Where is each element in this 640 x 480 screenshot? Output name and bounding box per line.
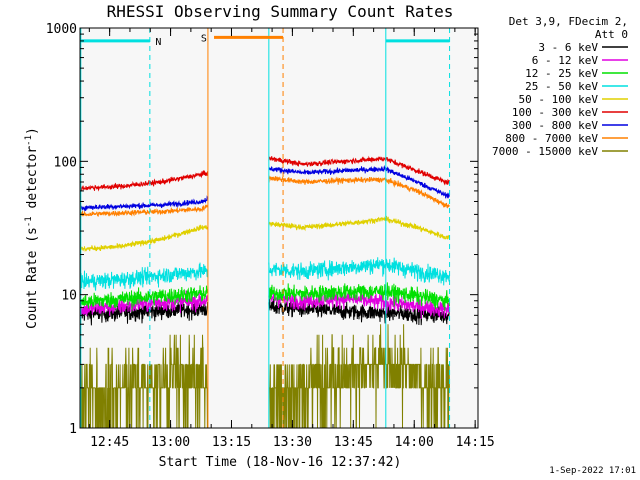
y-tick-label-1: 1 [69,422,77,437]
plot-frame [79,27,479,429]
series-9-segment-1 [79,334,209,429]
x-tick-label-2: 13:00 [151,435,190,450]
series-5 [79,215,450,253]
legend-label-1: 3 - 6 keV [538,41,598,54]
legend-label-2: 6 - 12 keV [532,54,599,67]
x-tick-label-5: 13:45 [334,435,373,450]
legend-label-7: 300 - 800 keV [512,119,598,132]
series-6-segment-2 [268,155,450,186]
series-5-segment-2 [268,215,450,240]
series-6 [79,155,450,192]
y-tick-label-2: 10 [61,289,77,304]
series-8-segment-2 [268,174,450,209]
legend-label-4: 25 - 50 keV [525,80,598,93]
night-label: N [155,37,161,48]
x-tick-label-1: 12:45 [90,435,129,450]
series-6-segment-1 [79,170,209,192]
series-8-segment-1 [79,204,209,217]
y-label-sup2: -1 [24,135,34,146]
y-label-sup1: -1 [24,216,34,227]
y-axis-label: Count Rate (s-1 detector-1) [24,127,40,329]
legend-label-6: 100 - 300 keV [512,106,598,119]
legend-label-5: 50 - 100 keV [519,93,599,106]
x-tick-label-7: 14:15 [456,435,495,450]
legend-header-line1: Det 3,9, FDecim 2, [509,15,628,28]
series-9-segment-2 [268,324,450,429]
y-axis: 1 10 100 1000 [46,22,478,437]
footer-date: 1-Sep-2022 17:01 [549,466,636,476]
x-tick-label-6: 14:00 [395,435,434,450]
series-7-segment-2 [268,164,450,199]
y-label-end: ) [25,127,40,135]
x-axis-label: Start Time (18-Nov-16 12:37:42) [159,455,402,470]
series-3-segment-2 [268,282,450,311]
series-7 [79,164,450,212]
series-7-segment-1 [79,195,209,212]
y-label-main: Count Rate (s [25,227,40,329]
y-tick-label-4: 1000 [46,22,77,37]
x-tick-label-3: 13:15 [212,435,251,450]
x-tick-label-4: 13:30 [273,435,312,450]
series-8 [79,174,450,217]
legend-label-9: 7000 - 15000 keV [492,145,598,158]
series-3-segment-1 [79,285,209,310]
chart-title: RHESSI Observing Summary Count Rates [107,2,454,21]
series-layer [79,155,450,429]
series-5-segment-1 [79,224,209,253]
legend-header-line2: Att 0 [595,28,628,41]
legend-label-3: 12 - 25 keV [525,67,598,80]
x-axis: 12:45 13:00 13:15 13:30 13:45 14:00 14:15 [88,28,495,450]
series-9 [79,324,450,429]
series-3 [79,282,450,311]
series-4-segment-2 [268,257,450,286]
series-4 [79,257,450,292]
y-label-mid: detector [25,146,40,217]
y-tick-label-3: 100 [54,155,77,170]
legend-label-8: 800 - 7000 keV [505,132,598,145]
series-4-segment-1 [79,262,209,292]
saa-label: S [201,33,207,44]
